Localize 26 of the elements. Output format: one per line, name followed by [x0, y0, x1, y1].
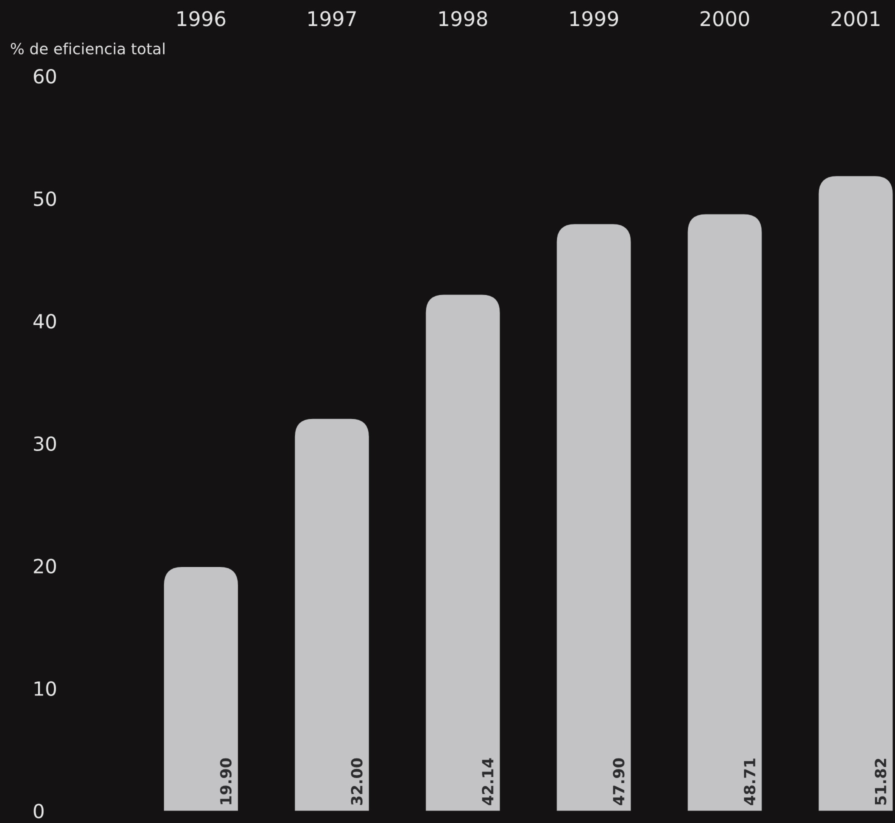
y-tick-label: 50	[34, 191, 56, 206]
bar	[294, 418, 369, 811]
x-tick-label: 1998	[439, 11, 488, 26]
y-tick-label: 10	[34, 681, 56, 696]
bar	[688, 214, 762, 811]
y-axis-title: % de eficiencia total	[10, 42, 164, 54]
y-tick-label: 60	[34, 68, 56, 84]
data-label: 19.90	[220, 758, 232, 804]
x-tick-label: 1996	[178, 11, 226, 26]
bar	[426, 294, 500, 811]
y-tick-label: 20	[34, 558, 56, 574]
bar	[818, 176, 893, 811]
y-tick-label: 30	[34, 436, 56, 452]
y-tick-label: 40	[33, 314, 56, 329]
bar	[556, 224, 631, 811]
data-label: 51.82	[874, 758, 886, 805]
y-tick-label: 0	[34, 804, 44, 818]
x-tick-label: 2001	[832, 11, 880, 26]
bar	[164, 567, 238, 811]
x-tick-label: 1999	[570, 11, 618, 26]
data-label: 42.14	[482, 758, 494, 806]
x-tick-label: 2000	[700, 11, 750, 26]
data-label: 48.71	[744, 758, 756, 806]
data-label: 32.00	[350, 758, 363, 805]
data-label: 47.90	[612, 758, 624, 806]
x-tick-label: 1997	[308, 11, 356, 26]
